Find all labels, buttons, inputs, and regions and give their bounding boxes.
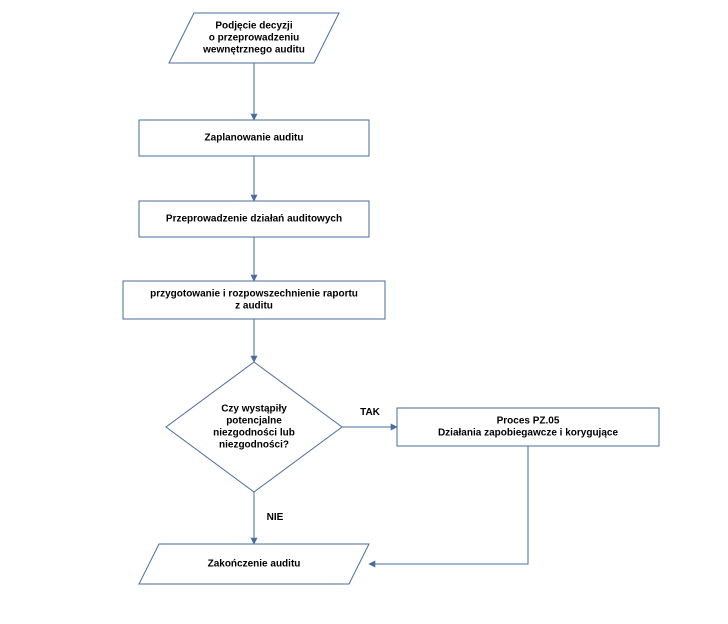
flowchart: TAK NIE Podjęcie decyzjio przeprowadzeniuw… [0, 0, 728, 624]
node-n7: Zakończenie auditu [139, 544, 369, 584]
node-label: Podjęcie decyzji [215, 21, 292, 32]
node-label: z auditu [235, 301, 273, 312]
node-label: wewnętrznego auditu [202, 45, 305, 56]
node-label: Zakończenie auditu [208, 559, 301, 570]
node-label: Zaplanowanie auditu [205, 133, 304, 144]
node-n2: Zaplanowanie auditu [139, 120, 369, 156]
node-label: potencjalne [226, 416, 282, 427]
node-n1: Podjęcie decyzjio przeprowadzeniuwewnętr… [169, 13, 339, 63]
node-label: niezgodności? [219, 440, 289, 451]
node-label: Przeprowadzenie działań auditowych [166, 214, 342, 225]
node-n3: Przeprowadzenie działań auditowych [139, 201, 369, 237]
node-label: o przeprowadzeniu [209, 33, 300, 44]
edge-label: NIE [267, 512, 284, 523]
node-label: Proces PZ.05 [497, 416, 560, 427]
edge-label: TAK [360, 407, 381, 418]
node-label: niezgodności lub [213, 428, 295, 439]
node-n4: przygotowanie i rozpowszechnienie raport… [123, 281, 385, 319]
node-label: Działania zapobiegawcze i korygujące [438, 428, 619, 439]
node-label: Czy wystąpiły [221, 404, 287, 415]
node-n6: Proces PZ.05Działania zapobiegawcze i ko… [397, 408, 659, 446]
node-label: przygotowanie i rozpowszechnienie raport… [150, 289, 358, 300]
